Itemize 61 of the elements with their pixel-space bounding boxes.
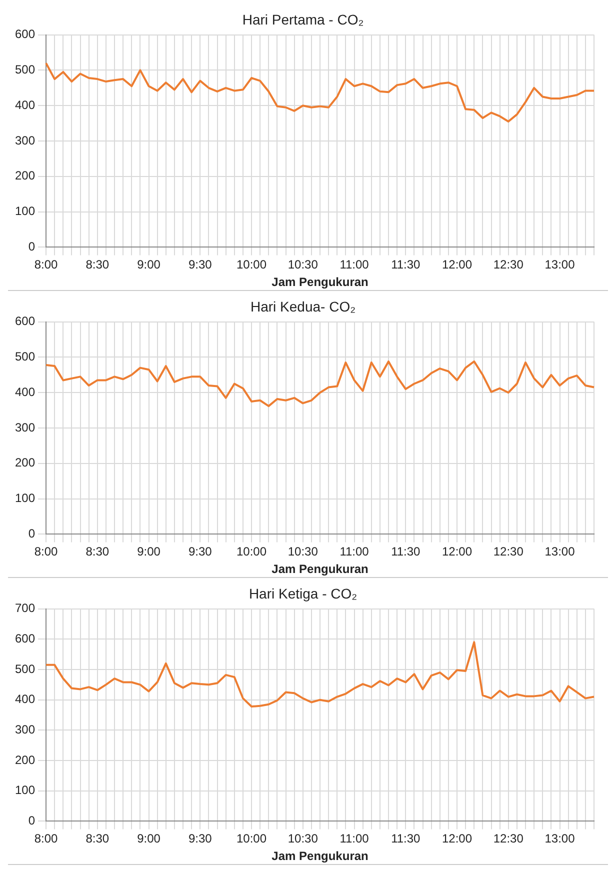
x-tick-label: 11:00 [340,258,370,272]
x-tick-label: 8:00 [34,544,58,559]
y-tick-label: 400 [14,692,36,706]
x-tick-label: 9:30 [188,832,212,846]
y-tick-label: 500 [14,350,36,364]
chart-title: Hari Kedua- CO₂ [250,298,356,314]
y-tick-label: 400 [14,384,36,399]
x-tick-label: 10:00 [236,258,267,272]
x-tick-label: 8:30 [86,832,110,846]
x-tick-label: 10:30 [288,544,318,559]
y-tick-label: 600 [14,27,36,42]
x-tick-label: 11:00 [340,544,370,559]
y-tick-label: 100 [14,491,36,506]
y-tick-label: 200 [14,168,36,183]
x-tick-label: 8:30 [86,258,110,272]
y-tick-label: 400 [14,98,36,112]
y-tick-label: 200 [14,752,36,767]
x-tick-label: 8:30 [86,544,110,559]
x-axis-title: Jam Pengukuran [272,849,368,864]
x-tick-label: 8:00 [34,258,58,272]
x-tick-label: 12:30 [493,258,524,272]
y-tick-label: 100 [14,783,36,798]
y-tick-label: 500 [14,62,36,77]
chart-title: Hari Ketiga - CO₂ [248,585,358,602]
y-tick-label: 300 [14,420,36,434]
x-tick-label: 13:00 [544,258,576,272]
x-tick-label: 9:30 [188,258,212,272]
x-tick-label: 10:30 [288,832,318,846]
x-tick-label: 10:00 [236,832,267,846]
y-tick-label: 100 [14,204,36,218]
y-tick-label: 200 [14,456,36,470]
y-tick-label: 300 [14,133,36,148]
x-tick-label: 9:00 [137,258,161,272]
y-tick-label: 0 [28,526,36,541]
y-tick-label: 0 [28,814,36,828]
x-tick-label: 12:00 [442,544,472,559]
x-tick-label: 12:00 [442,258,472,272]
y-tick-label: 600 [14,314,36,328]
x-tick-label: 10:30 [288,258,318,272]
x-tick-label: 10:00 [236,544,267,559]
x-tick-label: 8:00 [34,832,58,846]
x-axis-title: Jam Pengukuran [272,562,368,576]
y-tick-label: 600 [14,631,36,646]
y-tick-label: 500 [14,662,36,676]
x-tick-label: 11:30 [391,544,421,559]
y-tick-label: 0 [28,240,36,254]
x-tick-label: 11:00 [340,832,370,846]
y-tick-label: 300 [14,722,36,736]
chart-title: Hari Pertama - CO₂ [242,11,364,28]
x-tick-label: 12:30 [493,832,524,846]
x-axis-title: Jam Pengukuran [272,275,368,290]
x-tick-label: 11:30 [391,258,421,272]
x-tick-label: 12:30 [493,544,524,559]
x-tick-label: 13:00 [544,544,576,559]
y-tick-label: 700 [14,601,36,616]
x-tick-label: 9:00 [137,544,161,559]
x-tick-label: 12:00 [442,832,472,846]
x-tick-label: 9:00 [137,832,161,846]
x-tick-label: 9:30 [188,544,212,559]
x-tick-label: 13:00 [544,832,576,846]
x-tick-label: 11:30 [391,832,421,846]
